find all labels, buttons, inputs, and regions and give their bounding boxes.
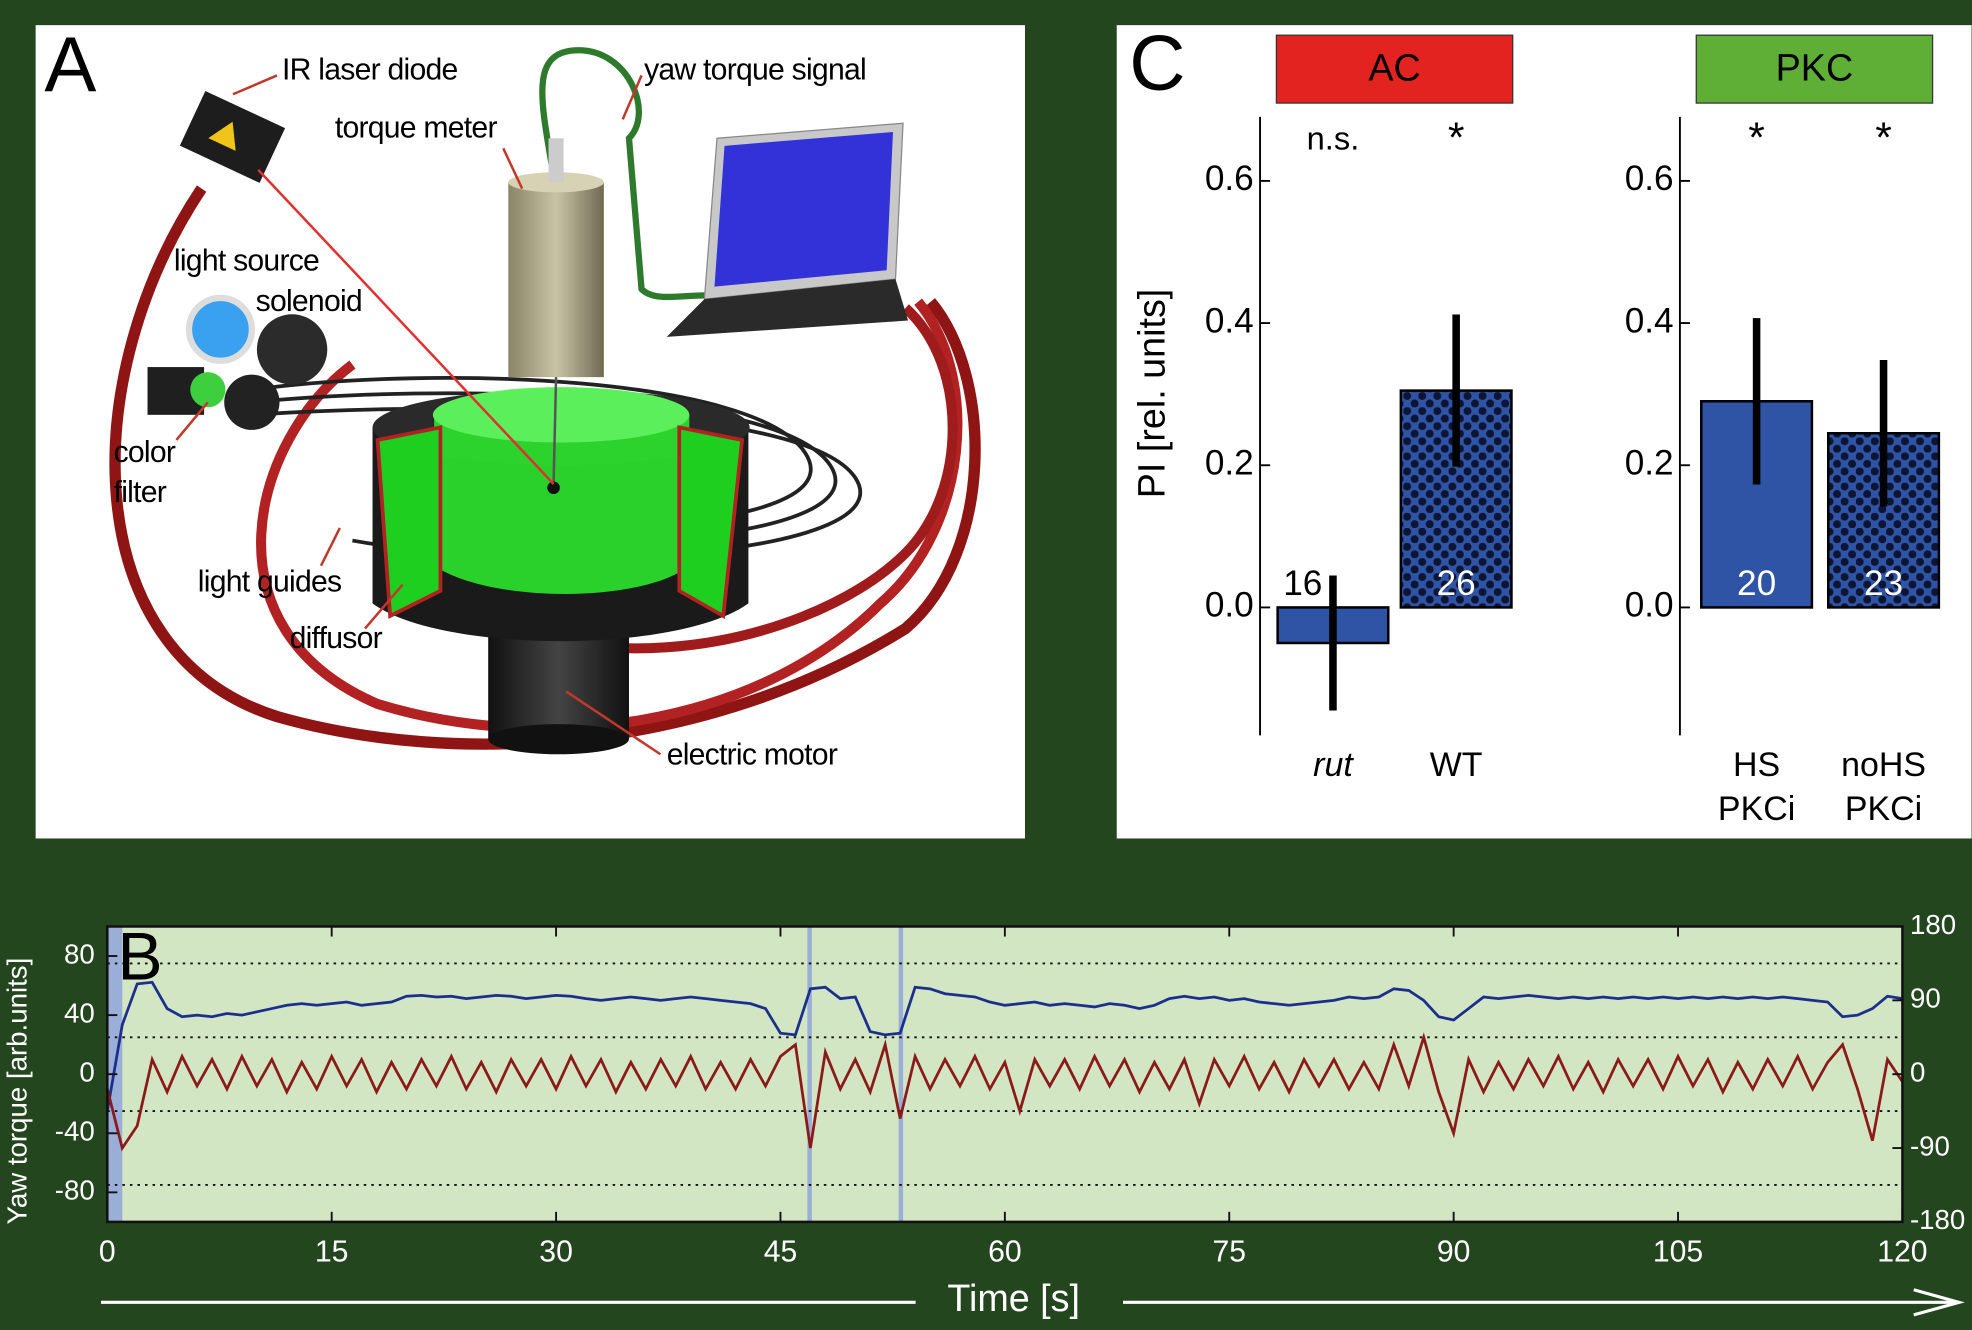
- x-tick-label: rut: [1313, 746, 1354, 784]
- diagram-label: light guides: [198, 565, 342, 598]
- n-label: 20: [1737, 564, 1776, 603]
- y-tick-label: 0.4: [1625, 301, 1674, 340]
- x-tick-label: noHS PKCi: [1841, 746, 1926, 828]
- y2-tick-label: -90: [1910, 1130, 1950, 1161]
- x-tick-label: 45: [764, 1235, 798, 1268]
- x-tick-label: 120: [1877, 1235, 1927, 1268]
- y-tick-label: 0.4: [1205, 301, 1254, 340]
- diagram-label: diffusor: [290, 622, 383, 655]
- y-tick-label: 0.0: [1205, 586, 1254, 625]
- y-axis-label: Yaw torque [arb.units]: [2, 958, 33, 1225]
- series-line: [105, 1032, 1904, 1152]
- panel-b: 0 15 30 45 60 75 90 105 120 -80 -40 0 40 80 -180 -90 0 90…: [2, 909, 1966, 1319]
- n-label: 26: [1437, 564, 1476, 603]
- x-tick-label: 90: [1437, 1235, 1471, 1268]
- panel-a: A IR laser diode yaw torque signal torque m…: [35, 20, 1025, 839]
- x-axis-label: Time [s]: [947, 1277, 1080, 1319]
- setup-illustration: [109, 47, 981, 756]
- plot-background: [107, 926, 1903, 1222]
- y-tick-label: -40: [55, 1116, 95, 1147]
- diagram-label: electric motor: [667, 739, 838, 772]
- diagram-label: solenoid: [256, 285, 362, 318]
- x-tick-label: 75: [1212, 1235, 1246, 1268]
- n-label: 16: [1283, 564, 1322, 603]
- y-tick-label: 80: [64, 938, 95, 969]
- highlight-span: [898, 926, 904, 1222]
- x-tick-label: 30: [539, 1235, 573, 1268]
- x-tick-label: 0: [99, 1235, 116, 1268]
- significance-label: *: [1448, 114, 1465, 162]
- y2-tick-label: 180: [1910, 909, 1956, 940]
- x-tick-label: WT: [1430, 746, 1483, 784]
- y2-tick-label: 0: [1910, 1056, 1925, 1087]
- y-tick-label: -80: [55, 1175, 95, 1206]
- significance-label: *: [1875, 114, 1892, 162]
- panel-background: [1116, 25, 1972, 839]
- panel-letter: C: [1129, 19, 1185, 107]
- diagram-label: color: [114, 436, 176, 469]
- x-tick-label: 60: [988, 1235, 1022, 1268]
- significance-label: n.s.: [1307, 119, 1360, 156]
- diagram-label: IR laser diode: [282, 54, 458, 87]
- arrow-head: [1913, 1288, 1965, 1317]
- diagram-label: filter: [114, 476, 167, 509]
- n-label: 23: [1864, 564, 1903, 603]
- group-header: [1275, 34, 1514, 104]
- highlight-span: [807, 926, 812, 1222]
- panel-letter: A: [44, 20, 96, 108]
- y-tick-label: 0.2: [1205, 444, 1254, 483]
- series-line: [105, 980, 1903, 1112]
- y2-tick-label: -180: [1910, 1204, 1965, 1235]
- x-tick-label: 105: [1653, 1235, 1703, 1268]
- y-tick-label: 0.0: [1625, 586, 1674, 625]
- y2-tick-label: 90: [1910, 983, 1941, 1014]
- group-label: AC: [1368, 46, 1420, 88]
- y-tick-label: 0.2: [1625, 444, 1674, 483]
- group-label: PKC: [1776, 46, 1854, 88]
- y-axis-label: PI [rel. units]: [1130, 289, 1172, 499]
- y-tick-label: 0.6: [1205, 159, 1254, 198]
- x-tick-label: 15: [315, 1235, 349, 1268]
- significance-label: *: [1748, 114, 1765, 162]
- panel-c: C PI [rel. units] AC 0.0 0.2 0.4 0.6 16 n.s. rut 2…: [1116, 19, 1972, 839]
- y-tick-label: 0: [79, 1056, 94, 1087]
- panel-letter: B: [117, 920, 162, 995]
- x-tick-label: HS PKCi: [1718, 746, 1795, 828]
- diagram-label: light source: [174, 245, 319, 278]
- y-tick-label: 40: [64, 997, 95, 1028]
- y-tick-label: 0.6: [1625, 159, 1674, 198]
- diagram-label: yaw torque signal: [644, 54, 866, 87]
- group-header: [1695, 34, 1934, 104]
- diagram-label: torque meter: [335, 111, 498, 144]
